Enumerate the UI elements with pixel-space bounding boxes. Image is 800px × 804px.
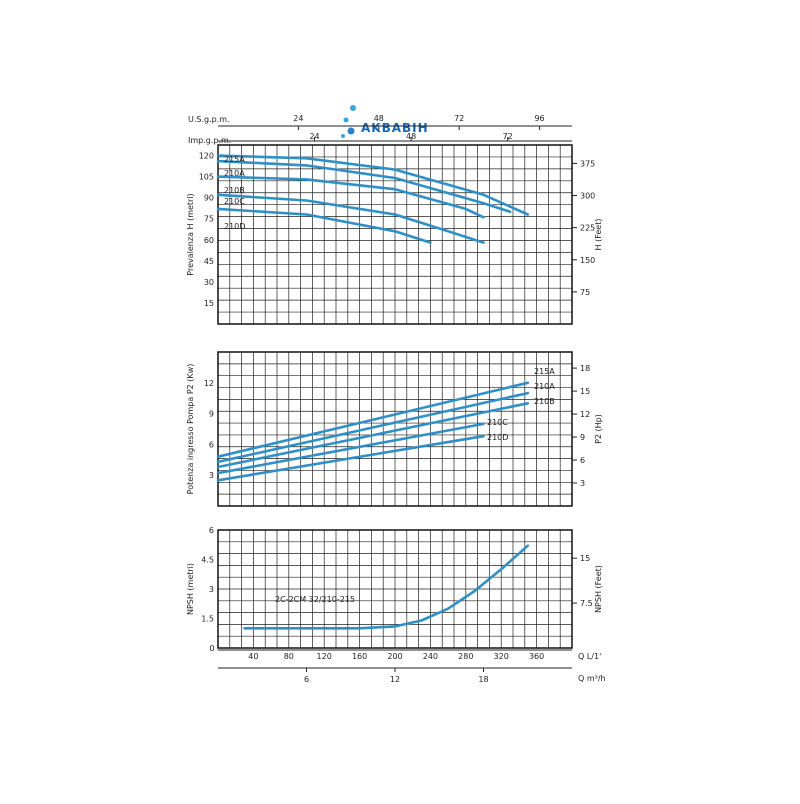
npsh-y2tick-label: 15 xyxy=(580,554,590,563)
power-y2tick-label: 9 xyxy=(580,433,585,442)
q-lmin-tick-label: 80 xyxy=(284,652,294,661)
head-ytick-label: 75 xyxy=(204,215,214,224)
npsh-ytick-label: 3 xyxy=(209,585,214,594)
npsh-y2label: NPSH (Feet) xyxy=(594,565,603,613)
power-ytick-label: 12 xyxy=(204,379,214,388)
head-series-label: 210B xyxy=(224,186,245,195)
head-series-label: 215A xyxy=(224,155,245,164)
power-series-label: 215A xyxy=(534,367,555,376)
head-series-label: 210C xyxy=(224,197,245,206)
power-y2label: P2 (Hp) xyxy=(594,414,603,444)
q-lmin-tick-label: 200 xyxy=(387,652,402,661)
head-y2tick-label: 225 xyxy=(580,224,595,233)
q-lmin-tick-label: 40 xyxy=(248,652,258,661)
q-lmin-tick-label: 160 xyxy=(352,652,367,661)
head-y2tick-label: 75 xyxy=(580,288,590,297)
head-ytick-label: 30 xyxy=(204,278,214,287)
head-series-line xyxy=(216,207,432,244)
head-ytick-label: 90 xyxy=(204,194,214,203)
power-panel-frame xyxy=(217,351,573,507)
head-series-line xyxy=(216,193,485,244)
npsh-panel-frame xyxy=(217,529,573,649)
q-lmin-tick-label: 280 xyxy=(458,652,473,661)
q-m3h-tick-label: 12 xyxy=(390,675,400,684)
head-ytick-label: 120 xyxy=(199,152,214,161)
power-series-line xyxy=(216,402,530,469)
power-series-label: 210B xyxy=(534,397,555,406)
power-series-line xyxy=(216,391,530,464)
q-lmin-tick-label: 240 xyxy=(423,652,438,661)
head-ytick-label: 15 xyxy=(204,299,214,308)
usgpm-tick-label: 72 xyxy=(454,114,464,123)
q-lmin-tick-label: 0 xyxy=(209,644,214,653)
power-y2tick-label: 15 xyxy=(580,387,590,396)
head-ytick-label: 45 xyxy=(204,257,214,266)
head-y2tick-label: 300 xyxy=(580,192,595,201)
power-y2tick-label: 3 xyxy=(580,479,585,488)
head-y2label: H (Feet) xyxy=(594,219,603,251)
head-ylabel: Prevalenza H (metri) xyxy=(186,193,195,275)
npsh-series-label: 2C-2CM 32/210-215 xyxy=(275,595,355,604)
head-series-label: 210D xyxy=(224,222,245,231)
usgpm-tick-label: 96 xyxy=(534,114,544,123)
head-y2tick-label: 375 xyxy=(580,159,595,168)
logo-text: AKBABIH xyxy=(361,121,429,135)
power-y2tick-label: 6 xyxy=(580,456,585,465)
npsh-ytick-label: 1.5 xyxy=(201,615,214,624)
logo: AKBABIH xyxy=(341,105,429,138)
npsh-series-line xyxy=(243,544,530,630)
q-m3h-tick-label: 6 xyxy=(304,675,309,684)
head-series-line xyxy=(216,175,485,219)
power-series-line xyxy=(216,381,530,458)
impgpm-tick-label: 48 xyxy=(406,132,416,141)
head-series-label: 210A xyxy=(224,169,245,178)
npsh-ylabel: NPSH (metri) xyxy=(186,563,195,615)
usgpm-tick-label: 24 xyxy=(293,114,303,123)
head-ytick-label: 105 xyxy=(199,173,214,182)
head-panel-frame xyxy=(217,144,573,325)
npsh-ytick-label: 4.5 xyxy=(201,556,214,565)
logo-bubble-icon xyxy=(343,117,349,123)
npsh-ytick-label: 6 xyxy=(209,526,214,535)
logo-bubble-icon xyxy=(350,105,356,111)
npsh-y2tick-label: 7.5 xyxy=(580,599,593,608)
head-ytick-label: 60 xyxy=(204,236,214,245)
power-series-line xyxy=(216,422,485,475)
q-m3h-axis-label: Q m³/h xyxy=(578,674,606,683)
q-lmin-tick-label: 360 xyxy=(529,652,544,661)
q-lmin-axis-label: Q L/1' xyxy=(578,652,601,661)
power-ytick-label: 3 xyxy=(209,471,214,480)
impgpm-tick-label: 24 xyxy=(309,132,319,141)
power-series-line xyxy=(216,434,485,482)
impgpm-tick-label: 72 xyxy=(503,132,513,141)
power-series-label: 210C xyxy=(487,418,508,427)
power-series-label: 210D xyxy=(487,433,508,442)
power-series-label: 210A xyxy=(534,382,555,391)
usgpm-tick-label: 48 xyxy=(374,114,384,123)
head-series-line xyxy=(216,159,512,213)
power-ytick-label: 9 xyxy=(209,410,214,419)
head-y2tick-label: 150 xyxy=(580,256,595,265)
logo-bubble-icon xyxy=(347,127,355,135)
power-ytick-label: 6 xyxy=(209,440,214,449)
q-lmin-tick-label: 320 xyxy=(494,652,509,661)
logo-bubble-icon xyxy=(341,134,345,138)
power-y2tick-label: 18 xyxy=(580,364,590,373)
usgpm-axis-label: U.S.g.p.m. xyxy=(188,115,230,124)
impgpm-axis-label: Imp.g.p.m. xyxy=(188,136,231,145)
q-lmin-tick-label: 120 xyxy=(317,652,332,661)
power-ylabel: Potenza ingresso Pompa P2 (Kw) xyxy=(186,364,195,495)
q-m3h-tick-label: 18 xyxy=(478,675,488,684)
head-series-line xyxy=(216,154,530,216)
power-y2tick-label: 12 xyxy=(580,410,590,419)
